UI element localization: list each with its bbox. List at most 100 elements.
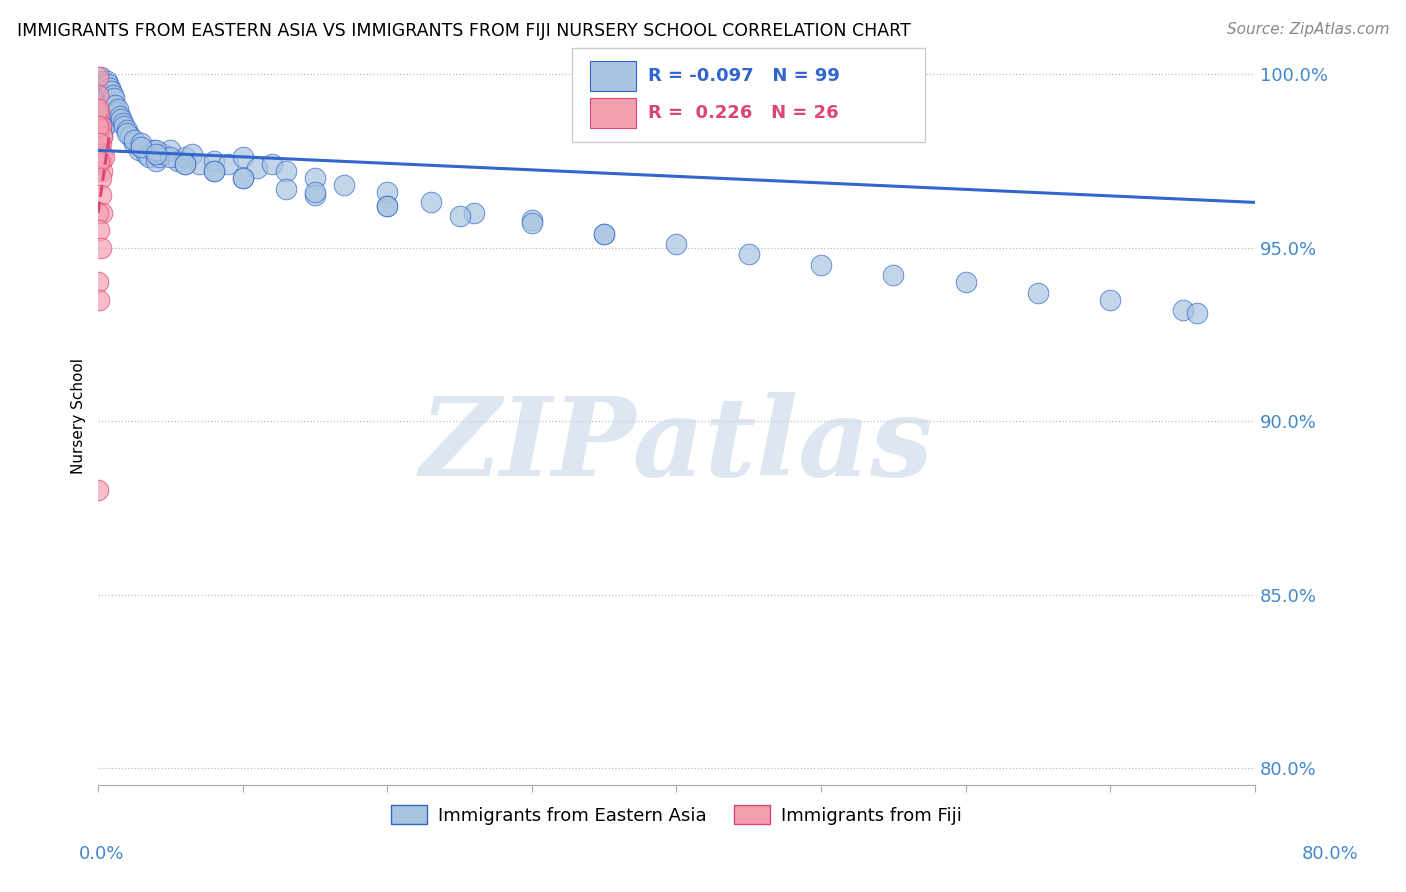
Point bbox=[1099, 293, 1122, 307]
Legend: Immigrants from Eastern Asia, Immigrants from Fiji: Immigrants from Eastern Asia, Immigrants… bbox=[384, 798, 969, 832]
Point bbox=[90, 153, 112, 168]
Point bbox=[91, 98, 114, 112]
Point bbox=[89, 98, 111, 112]
Point bbox=[87, 70, 110, 85]
Point bbox=[593, 227, 616, 241]
Point bbox=[89, 153, 111, 168]
Text: R = -0.097   N = 99: R = -0.097 N = 99 bbox=[648, 67, 839, 85]
Text: Source: ZipAtlas.com: Source: ZipAtlas.com bbox=[1226, 22, 1389, 37]
Point bbox=[520, 216, 543, 230]
Point bbox=[89, 136, 111, 151]
Point bbox=[1026, 285, 1049, 300]
Point bbox=[93, 105, 115, 120]
Point bbox=[87, 102, 110, 116]
Point bbox=[131, 140, 153, 154]
Point bbox=[274, 164, 297, 178]
Point bbox=[118, 129, 141, 144]
Point bbox=[89, 293, 111, 307]
Point bbox=[188, 157, 211, 171]
Point bbox=[882, 268, 904, 283]
Point bbox=[90, 119, 112, 133]
Point bbox=[145, 144, 167, 158]
Point bbox=[260, 157, 283, 171]
Point bbox=[173, 150, 195, 164]
Point bbox=[98, 81, 121, 95]
Point bbox=[94, 91, 117, 105]
FancyBboxPatch shape bbox=[572, 47, 925, 143]
Point bbox=[96, 102, 118, 116]
Point bbox=[89, 78, 111, 92]
Point bbox=[87, 87, 110, 102]
Point bbox=[93, 150, 115, 164]
Point bbox=[90, 188, 112, 202]
Point bbox=[90, 136, 112, 151]
Point bbox=[159, 144, 181, 158]
Point bbox=[91, 146, 114, 161]
Point bbox=[89, 122, 111, 136]
Point bbox=[110, 112, 132, 127]
Point bbox=[131, 136, 153, 151]
Point bbox=[955, 275, 977, 289]
Point bbox=[104, 98, 127, 112]
Point bbox=[93, 91, 115, 105]
Point bbox=[96, 74, 118, 88]
Point bbox=[89, 105, 111, 120]
Point bbox=[419, 195, 441, 210]
Point bbox=[93, 119, 115, 133]
Point bbox=[100, 84, 122, 98]
Point bbox=[90, 70, 112, 85]
Point bbox=[122, 133, 145, 147]
Point bbox=[232, 150, 254, 164]
Point bbox=[100, 98, 122, 112]
Point bbox=[135, 146, 157, 161]
Point bbox=[108, 109, 131, 123]
Point bbox=[202, 153, 225, 168]
Point bbox=[375, 185, 398, 199]
Point bbox=[91, 84, 114, 98]
Point bbox=[202, 164, 225, 178]
Point bbox=[90, 240, 112, 254]
Y-axis label: Nursery School: Nursery School bbox=[72, 358, 86, 474]
Point bbox=[246, 161, 269, 175]
Point bbox=[738, 247, 761, 261]
Point bbox=[148, 150, 170, 164]
Point bbox=[375, 199, 398, 213]
Point bbox=[94, 78, 117, 92]
Point bbox=[90, 81, 112, 95]
Point bbox=[91, 129, 114, 144]
Point bbox=[463, 206, 485, 220]
Point bbox=[97, 105, 120, 120]
Point bbox=[94, 119, 117, 133]
Point bbox=[232, 171, 254, 186]
Point bbox=[274, 181, 297, 195]
Point bbox=[152, 146, 174, 161]
Point bbox=[181, 146, 204, 161]
Point bbox=[91, 74, 114, 88]
Text: 0.0%: 0.0% bbox=[79, 845, 124, 863]
Point bbox=[128, 144, 150, 158]
Point bbox=[89, 157, 111, 171]
Point bbox=[145, 153, 167, 168]
Point bbox=[107, 102, 129, 116]
Point bbox=[159, 150, 181, 164]
Point bbox=[375, 199, 398, 213]
Point bbox=[91, 129, 114, 144]
Point bbox=[1185, 306, 1208, 320]
Text: 80.0%: 80.0% bbox=[1302, 845, 1358, 863]
Point bbox=[112, 119, 135, 133]
Point bbox=[87, 275, 110, 289]
Point bbox=[520, 212, 543, 227]
Point bbox=[101, 102, 124, 116]
Point bbox=[98, 95, 121, 109]
Point bbox=[1171, 303, 1194, 318]
Point bbox=[593, 227, 616, 241]
Point bbox=[96, 87, 118, 102]
Point bbox=[142, 144, 165, 158]
Point bbox=[87, 119, 110, 133]
Point bbox=[101, 87, 124, 102]
Point bbox=[166, 153, 188, 168]
Point bbox=[90, 171, 112, 186]
Point bbox=[91, 112, 114, 127]
Point bbox=[89, 87, 111, 102]
Point bbox=[449, 209, 471, 223]
